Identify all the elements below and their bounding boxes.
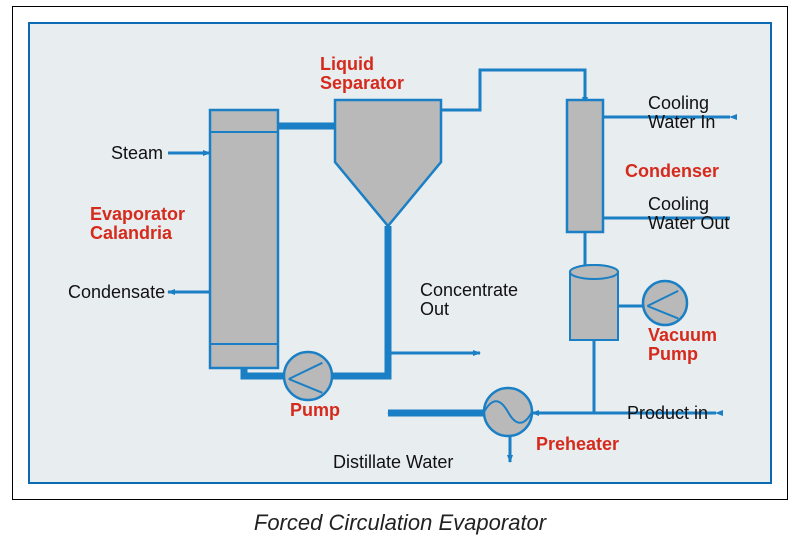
label-condenser: Condenser — [625, 162, 719, 181]
label-pump: Pump — [290, 401, 340, 420]
label-steam: Steam — [111, 144, 163, 163]
label-distillate: Distillate Water — [333, 453, 453, 472]
label-vacuum-pump: VacuumPump — [648, 326, 717, 364]
label-concentrate: ConcentrateOut — [420, 281, 518, 319]
label-cooling-in: CoolingWater In — [648, 94, 715, 132]
label-product-in: Product in — [627, 404, 708, 423]
label-cooling-out: CoolingWater Out — [648, 195, 729, 233]
label-liquid-separator: LiquidSeparator — [320, 55, 404, 93]
label-preheater: Preheater — [536, 435, 619, 454]
label-condensate: Condensate — [68, 283, 165, 302]
label-evaporator: EvaporatorCalandria — [90, 205, 185, 243]
caption: Forced Circulation Evaporator — [0, 510, 800, 536]
